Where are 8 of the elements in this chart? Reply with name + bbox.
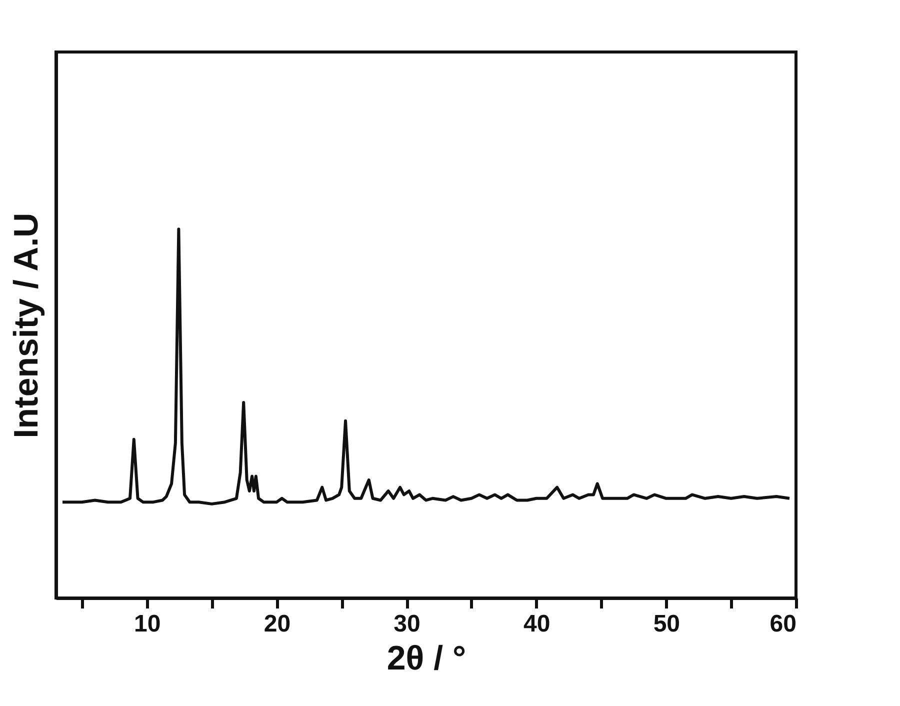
- x-tick-label: 30: [394, 610, 420, 638]
- x-tick-label: 60: [770, 610, 796, 638]
- y-axis-title: Intensity / A.U: [8, 212, 46, 438]
- x-tick-label: 10: [134, 610, 161, 638]
- x-tick-label: 40: [524, 610, 550, 638]
- x-tick-label: 50: [653, 610, 680, 638]
- x-tick-label: 20: [264, 610, 291, 638]
- x-axis-title: 2θ / °: [386, 640, 466, 678]
